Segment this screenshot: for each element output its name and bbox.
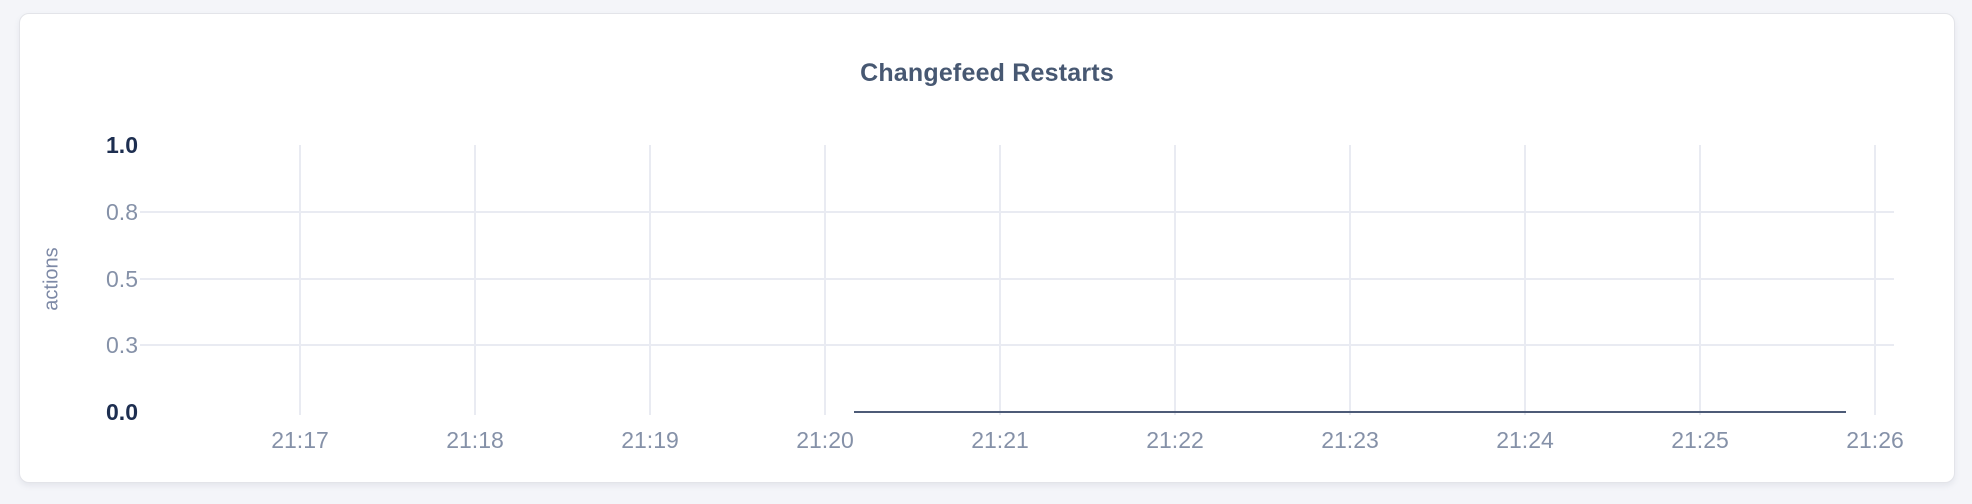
gridline-h [140,344,1894,347]
chart-title: Changefeed Restarts [860,59,1114,87]
x-tick-label: 21:23 [1321,427,1379,453]
x-tick-label: 21:25 [1671,427,1729,453]
x-tick-label: 21:19 [621,427,679,453]
x-tick-label: 21:26 [1846,427,1904,453]
x-tick-label: 21:17 [271,427,329,453]
gridline-v [1349,145,1351,415]
y-tick-label: 0.0 [106,399,138,425]
gridline-v [1174,145,1176,415]
gridline-v [1874,145,1876,415]
series-line-actions [854,411,1846,413]
x-tick-label: 21:20 [796,427,854,453]
gridline-h [140,277,1894,280]
y-tick-label: 1.0 [106,132,138,158]
x-tick-label: 21:24 [1496,427,1554,453]
y-tick-label: 0.8 [106,198,138,225]
gridline-h [140,210,1894,213]
gridline-v [474,145,476,415]
x-tick-label: 21:21 [971,427,1029,453]
gridline-v [824,145,826,415]
chart-card: Changefeed Restarts [19,13,1955,483]
gridline-v [649,145,651,415]
gridline-v [999,145,1001,415]
y-tick-label: 0.3 [106,332,138,359]
x-tick-label: 21:18 [446,427,504,453]
gridline-v [299,145,301,415]
y-tick-label: 0.5 [106,265,138,292]
gridline-v [1699,145,1701,415]
x-tick-label: 21:22 [1146,427,1204,453]
gridline-v [1524,145,1526,415]
